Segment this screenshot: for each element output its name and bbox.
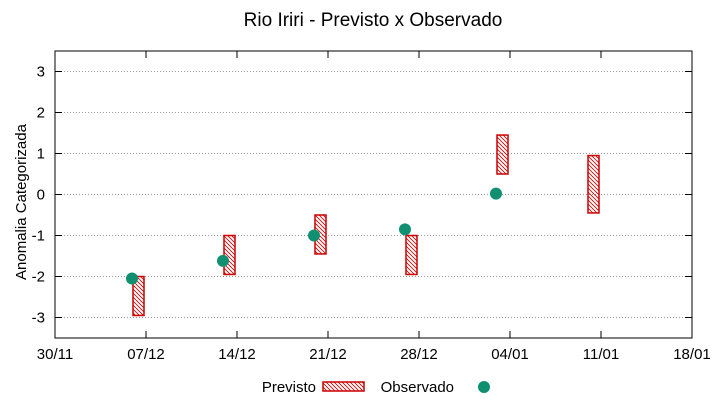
legend-label-observado: Observado — [381, 379, 454, 396]
x-tick-label: 07/12 — [127, 346, 165, 363]
observado-point — [217, 254, 229, 267]
x-tick-label: 04/01 — [491, 346, 529, 363]
y-tick-label: -3 — [32, 310, 45, 327]
x-ticks: 30/11 07/12 14/12 21/12 28/12 04/01 11/01 18/01 — [37, 51, 711, 363]
plot-frame — [54, 50, 693, 339]
previsto-range-bar — [132, 275, 145, 317]
y-tick-label: 3 — [37, 64, 45, 81]
previsto-range-bar — [405, 234, 418, 276]
y-tick-label: -2 — [32, 269, 45, 286]
y-tick-label: 1 — [37, 146, 45, 163]
observado-point — [308, 229, 320, 242]
observado-point — [399, 223, 411, 236]
legend: Previsto Observado — [262, 379, 490, 396]
legend-label-previsto: Previsto — [262, 379, 316, 396]
observado-series — [126, 187, 502, 285]
x-tick-label: 18/01 — [673, 346, 711, 363]
legend-swatch-previsto — [322, 381, 365, 392]
y-tick-label: 2 — [37, 105, 45, 122]
y-tick-label: -1 — [32, 228, 45, 245]
y-ticks: -3 -2 -1 0 1 2 3 — [32, 64, 692, 327]
legend-marker-observado — [478, 381, 490, 393]
y-tick-label: 0 — [37, 187, 45, 204]
x-tick-label: 11/01 — [583, 346, 619, 363]
x-tick-label: 21/12 — [309, 346, 347, 363]
y-axis-label: Anomalia Categorizada — [13, 123, 30, 280]
observado-point — [126, 272, 138, 285]
chart-title: Rio Iriri - Previsto x Observado — [244, 10, 503, 31]
x-tick-label: 28/12 — [400, 346, 438, 363]
grid — [55, 71, 692, 318]
previsto-range-bar — [587, 154, 600, 214]
previsto-range-bar — [223, 234, 236, 276]
previsto-series — [132, 134, 600, 317]
previsto-range-bar — [496, 134, 509, 175]
x-tick-label: 14/12 — [218, 346, 256, 363]
observado-point — [490, 187, 502, 200]
x-tick-label: 30/11 — [37, 346, 73, 363]
